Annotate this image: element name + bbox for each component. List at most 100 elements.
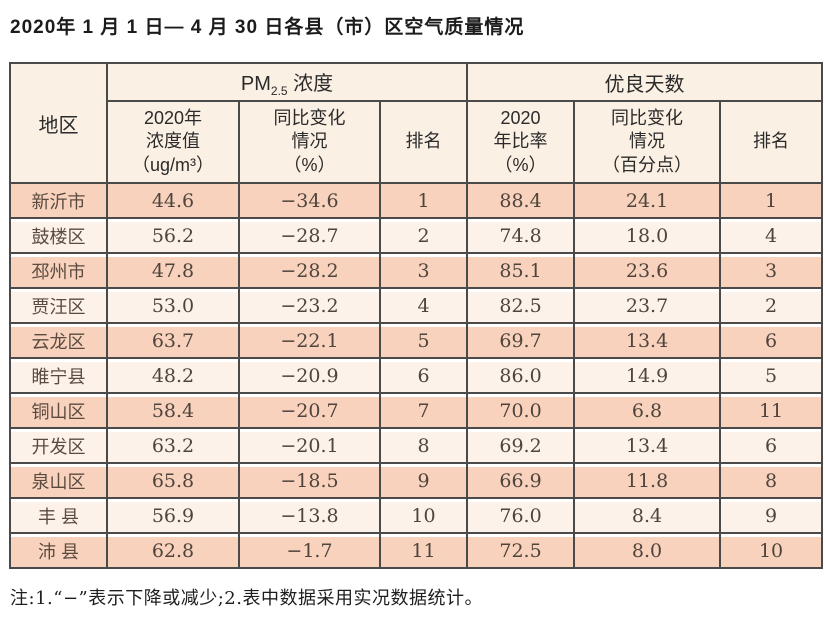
pm-change-cell: −20.1 [238, 427, 381, 464]
table-row: 开发区 63.2 −20.1 8 69.2 13.4 6 [9, 427, 824, 464]
good-rate-cell: 82.5 [466, 287, 576, 324]
table-row: 新沂市 44.6 −34.6 1 88.4 24.1 1 [9, 182, 824, 219]
table-row: 铜山区 58.4 −20.7 7 70.0 6.8 11 [9, 392, 824, 429]
col-header-pm-change: 同比变化 情况 （%） [238, 100, 381, 184]
good-rank-cell: 6 [719, 322, 824, 359]
col-header-pm-value: 2020年 浓度值 （ug/m³） [106, 100, 240, 184]
region-cell: 泉山区 [9, 462, 108, 499]
region-cell: 睢宁县 [9, 357, 108, 394]
good-rate-cell: 88.4 [466, 182, 576, 219]
good-rank-cell: 10 [719, 532, 824, 569]
pm-value-cell: 47.8 [106, 252, 240, 289]
pm-value-cell: 58.4 [106, 392, 240, 429]
good-change-cell: 14.9 [573, 357, 722, 394]
header-group-row: 地区 PM2.5 浓度 优良天数 [9, 62, 824, 184]
pm25-prefix: PM [240, 72, 271, 95]
region-cell: 贾汪区 [9, 287, 108, 324]
good-rate-cell: 66.9 [466, 462, 576, 499]
table-row: 贾汪区 53.0 −23.2 4 82.5 23.7 2 [9, 287, 824, 324]
pm-rank-cell: 11 [378, 532, 469, 569]
col-header-pm-rank: 排名 [378, 100, 469, 184]
pm-change-cell: −22.1 [238, 322, 381, 359]
pm-value-cell: 48.2 [106, 357, 240, 394]
pm-change-cell: −28.7 [238, 217, 381, 254]
pm25-suffix: 浓度 [287, 72, 334, 95]
good-rank-cell: 4 [719, 217, 824, 254]
pm-rank-cell: 2 [378, 217, 469, 254]
footnote: 注:1.“−”表示下降或减少;2.表中数据采用实况数据统计。 [10, 588, 483, 609]
good-change-cell: 23.6 [573, 252, 722, 289]
pm-change-cell: −1.7 [238, 532, 381, 569]
region-cell: 开发区 [9, 427, 108, 464]
pm-value-cell: 65.8 [106, 462, 240, 499]
region-cell: 邳州市 [9, 252, 108, 289]
good-rate-cell: 69.2 [466, 427, 576, 464]
region-cell: 新沂市 [9, 182, 108, 219]
pm-rank-cell: 7 [378, 392, 469, 429]
table-row: 丰 县 56.9 −13.8 10 76.0 8.4 9 [9, 497, 824, 534]
good-change-cell: 13.4 [573, 322, 722, 359]
good-change-cell: 11.8 [573, 462, 722, 499]
pm-value-cell: 56.9 [106, 497, 240, 534]
good-change-cell: 23.7 [573, 287, 722, 324]
header-sub-row: 2020年 浓度值 （ug/m³） 同比变化 情况 （%） 排名 2020 年比… [10, 100, 824, 184]
table-row: 沛 县 62.8 −1.7 11 72.5 8.0 10 [9, 532, 824, 569]
pm-change-cell: −13.8 [238, 497, 381, 534]
region-cell: 丰 县 [9, 497, 108, 534]
table-row: 邳州市 47.8 −28.2 3 85.1 23.6 3 [9, 252, 824, 289]
table-body: 新沂市 44.6 −34.6 1 88.4 24.1 1 鼓楼区 56.2 −2… [9, 182, 824, 569]
table-row: 云龙区 63.7 −22.1 5 69.7 13.4 6 [9, 322, 824, 359]
good-rate-cell: 72.5 [466, 532, 576, 569]
good-rank-cell: 11 [719, 392, 824, 429]
pm-rank-cell: 5 [378, 322, 469, 359]
col-header-good-rank: 排名 [719, 100, 824, 184]
good-change-cell: 6.8 [573, 392, 722, 429]
col-group-good-days: 优良天数 [466, 62, 824, 102]
good-rate-cell: 76.0 [466, 497, 576, 534]
good-change-cell: 18.0 [573, 217, 722, 254]
good-rank-cell: 2 [719, 287, 824, 324]
region-cell: 铜山区 [9, 392, 108, 429]
good-change-cell: 8.0 [573, 532, 722, 569]
good-rank-cell: 9 [719, 497, 824, 534]
good-rate-cell: 74.8 [466, 217, 576, 254]
good-rate-cell: 69.7 [466, 322, 576, 359]
region-cell: 鼓楼区 [9, 217, 108, 254]
col-header-good-change: 同比变化 情况 （百分点） [573, 100, 722, 184]
pm-value-cell: 62.8 [106, 532, 240, 569]
good-rank-cell: 1 [719, 182, 824, 219]
pm-value-cell: 53.0 [106, 287, 240, 324]
pm-rank-cell: 8 [378, 427, 469, 464]
pm-value-cell: 44.6 [106, 182, 240, 219]
good-rank-cell: 3 [719, 252, 824, 289]
pm-change-cell: −18.5 [238, 462, 381, 499]
good-rate-cell: 86.0 [466, 357, 576, 394]
pm-change-cell: −28.2 [238, 252, 381, 289]
good-rank-cell: 5 [719, 357, 824, 394]
good-rate-cell: 85.1 [466, 252, 576, 289]
good-change-cell: 13.4 [573, 427, 722, 464]
pm-value-cell: 63.7 [106, 322, 240, 359]
pm-change-cell: −20.7 [238, 392, 381, 429]
pm-rank-cell: 3 [378, 252, 469, 289]
good-rank-cell: 6 [719, 427, 824, 464]
table-row: 睢宁县 48.2 −20.9 6 86.0 14.9 5 [9, 357, 824, 394]
table-header: 地区 PM2.5 浓度 优良天数 2020年 浓度值 （ug/m³） 同比变化 … [9, 62, 824, 184]
pm25-subscript: 2.5 [270, 83, 288, 98]
page-title: 2020年 1 月 1 日— 4 月 30 日各县（市）区空气质量情况 [10, 17, 525, 38]
col-group-pm25: PM2.5 浓度 [105, 62, 469, 102]
pm-change-cell: −20.9 [238, 357, 381, 394]
pm-rank-cell: 6 [378, 357, 469, 394]
pm-value-cell: 56.2 [106, 217, 240, 254]
table-row: 鼓楼区 56.2 −28.7 2 74.8 18.0 4 [9, 217, 824, 254]
region-cell: 沛 县 [9, 532, 108, 569]
col-header-region: 地区 [9, 62, 108, 184]
pm-rank-cell: 1 [378, 182, 469, 219]
col-header-good-rate: 2020 年比率 （%） [466, 100, 576, 184]
pm-rank-cell: 9 [378, 462, 469, 499]
pm-value-cell: 63.2 [106, 427, 240, 464]
air-quality-table: 地区 PM2.5 浓度 优良天数 2020年 浓度值 （ug/m³） 同比变化 … [9, 62, 824, 569]
pm-change-cell: −34.6 [238, 182, 381, 219]
pm-change-cell: −23.2 [238, 287, 381, 324]
